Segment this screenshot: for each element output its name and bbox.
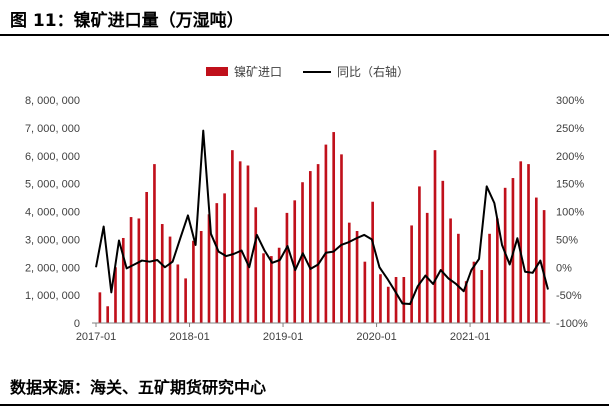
bar bbox=[231, 150, 234, 323]
bar bbox=[277, 247, 281, 323]
left-tick-label: 2, 000, 000 bbox=[25, 262, 80, 274]
bar bbox=[121, 237, 125, 323]
bar bbox=[441, 180, 445, 323]
bar bbox=[184, 278, 187, 323]
bar bbox=[270, 256, 273, 323]
bar bbox=[379, 274, 382, 323]
bar bbox=[527, 164, 530, 323]
bar bbox=[371, 201, 374, 323]
bar bbox=[254, 207, 258, 323]
bar bbox=[324, 144, 328, 323]
bar bbox=[238, 161, 242, 323]
bar bbox=[363, 261, 367, 323]
bar bbox=[262, 253, 265, 323]
x-tick-label: 2017-01 bbox=[76, 331, 116, 343]
left-tick-label: 0 bbox=[74, 318, 80, 330]
left-tick-label: 1, 000, 000 bbox=[25, 290, 80, 302]
bar bbox=[496, 218, 499, 323]
bar bbox=[223, 193, 226, 323]
bar bbox=[449, 218, 452, 323]
bar bbox=[386, 286, 390, 323]
left-tick-label: 4, 000, 000 bbox=[25, 207, 80, 219]
bar bbox=[340, 154, 343, 323]
bar bbox=[285, 212, 289, 323]
right-axis: -100% -50% 0% 50% 100% 150% 200% 250% 300% bbox=[556, 95, 588, 330]
bar bbox=[114, 267, 117, 323]
bar bbox=[472, 261, 476, 323]
chart: 镍矿进口 同比（右轴） 0 1, 000, 000 2, 000, 000 3, 00… bbox=[25, 64, 588, 343]
x-tick-label: 2018-01 bbox=[169, 331, 209, 343]
right-tick-label: 300% bbox=[556, 95, 584, 107]
left-axis: 0 1, 000, 000 2, 000, 000 3, 000, 000 4, 000… bbox=[25, 95, 80, 330]
left-tick-label: 5, 000, 000 bbox=[25, 179, 80, 191]
legend: 镍矿进口 同比（右轴） bbox=[206, 64, 409, 79]
source-note: 数据来源：海关、五矿期货研究中心 bbox=[10, 378, 267, 397]
bar bbox=[106, 306, 110, 323]
bottom-divider bbox=[0, 404, 609, 406]
bar bbox=[488, 233, 491, 323]
figure-title: 图 11：镍矿进口量（万湿吨） bbox=[10, 11, 244, 31]
bar bbox=[137, 218, 141, 323]
bar bbox=[332, 132, 336, 323]
bar bbox=[316, 164, 320, 323]
bar bbox=[542, 210, 546, 323]
bar bbox=[215, 203, 219, 323]
legend-bar-label: 镍矿进口 bbox=[234, 65, 282, 79]
yoy-line bbox=[95, 129, 549, 306]
x-tick-label: 2021-01 bbox=[450, 331, 490, 343]
bar bbox=[394, 277, 398, 323]
right-tick-label: 150% bbox=[556, 179, 584, 191]
bar bbox=[293, 200, 297, 323]
right-tick-label: 100% bbox=[556, 207, 584, 219]
bar bbox=[98, 292, 102, 323]
left-tick-label: 3, 000, 000 bbox=[25, 234, 80, 246]
bar bbox=[410, 225, 413, 323]
bar bbox=[433, 150, 437, 323]
bar bbox=[457, 233, 460, 323]
left-tick-label: 8, 000, 000 bbox=[25, 95, 80, 107]
bar bbox=[347, 222, 351, 323]
bar bbox=[246, 165, 250, 323]
right-tick-label: -100% bbox=[556, 318, 588, 330]
bar bbox=[192, 240, 195, 323]
right-tick-label: 0% bbox=[556, 262, 572, 274]
right-tick-label: 50% bbox=[556, 234, 578, 246]
bar bbox=[402, 277, 406, 323]
bar bbox=[199, 231, 203, 323]
right-tick-label: 200% bbox=[556, 151, 584, 163]
bar bbox=[308, 171, 312, 323]
x-tick-label: 2020-01 bbox=[356, 331, 396, 343]
bar bbox=[160, 224, 164, 323]
bar bbox=[464, 281, 468, 323]
title-divider bbox=[0, 34, 609, 36]
bar bbox=[168, 236, 172, 323]
legend-line-label: 同比（右轴） bbox=[337, 64, 409, 79]
x-tick-label: 2019-01 bbox=[263, 331, 303, 343]
right-tick-label: 250% bbox=[556, 123, 584, 135]
bar-series bbox=[98, 132, 546, 323]
left-tick-label: 7, 000, 000 bbox=[25, 123, 80, 135]
bar bbox=[129, 217, 133, 323]
bar bbox=[153, 164, 156, 323]
legend-bar-swatch bbox=[206, 67, 228, 76]
bar bbox=[534, 197, 538, 323]
bar bbox=[355, 231, 359, 323]
bar bbox=[519, 161, 523, 323]
bar bbox=[418, 186, 421, 323]
bar bbox=[176, 264, 180, 323]
bar bbox=[480, 270, 484, 323]
right-tick-label: -50% bbox=[556, 290, 582, 302]
bar bbox=[425, 212, 429, 323]
bar bbox=[145, 191, 148, 323]
left-tick-label: 6, 000, 000 bbox=[25, 151, 80, 163]
bar bbox=[207, 214, 211, 323]
x-axis: 2017-01 2018-01 2019-01 2020-01 2021-01 bbox=[76, 323, 490, 343]
